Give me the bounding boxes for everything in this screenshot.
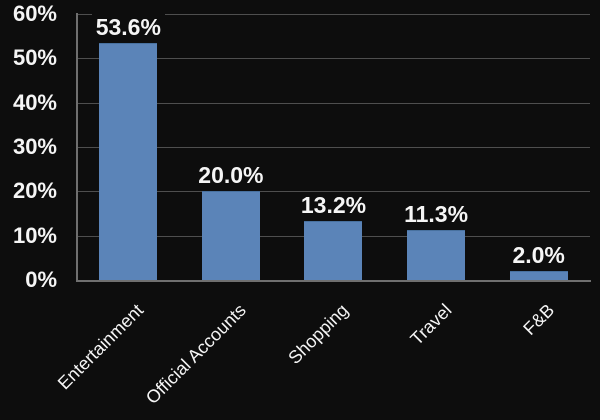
x-tick-label: Entertainment: [54, 300, 148, 394]
bar-slot: 2.0%: [487, 14, 590, 280]
bar-slot: 53.6%: [77, 14, 180, 280]
x-tick-label: F&B: [518, 300, 558, 339]
bar-slot: 20.0%: [180, 14, 283, 280]
bar: [201, 191, 260, 280]
y-tick-label: 20%: [12, 178, 57, 204]
bar-value-label: 20.0%: [194, 162, 268, 189]
bar: [407, 229, 466, 280]
y-tick-label: 60%: [12, 1, 57, 26]
bar-value-label: 2.0%: [508, 242, 569, 269]
bar-slot: 13.2%: [282, 14, 385, 280]
x-axis-line: [76, 280, 591, 282]
bar-value-label: 11.3%: [400, 200, 473, 227]
gridline: [77, 102, 590, 104]
bar: [304, 221, 363, 280]
y-tick-label: 40%: [12, 89, 57, 115]
x-tick-label: Shopping: [284, 300, 353, 368]
y-tick-label: 0%: [25, 267, 57, 292]
gridline: [77, 147, 590, 148]
gridline: [77, 191, 590, 193]
bar-slot: 11.3%: [385, 14, 488, 280]
gridline: [77, 58, 590, 60]
x-tick-label: Travel: [406, 300, 456, 350]
y-tick-label: 30%: [12, 134, 57, 159]
bars-container: 53.6% 20.0% 13.2% 11.3% 2.0%: [77, 14, 590, 280]
gridline: [77, 14, 590, 15]
y-tick-label: 10%: [12, 222, 57, 248]
x-tick-label: Official Accounts: [142, 300, 251, 408]
y-tick-label: 50%: [12, 45, 57, 71]
bar: [509, 271, 568, 280]
y-axis-line: [76, 13, 78, 282]
bar-value-label: 13.2%: [296, 192, 371, 219]
bar: [99, 43, 158, 280]
bar-value-label: 53.6%: [91, 14, 165, 40]
plot-area: 53.6% 20.0% 13.2% 11.3% 2.0%: [77, 14, 590, 280]
